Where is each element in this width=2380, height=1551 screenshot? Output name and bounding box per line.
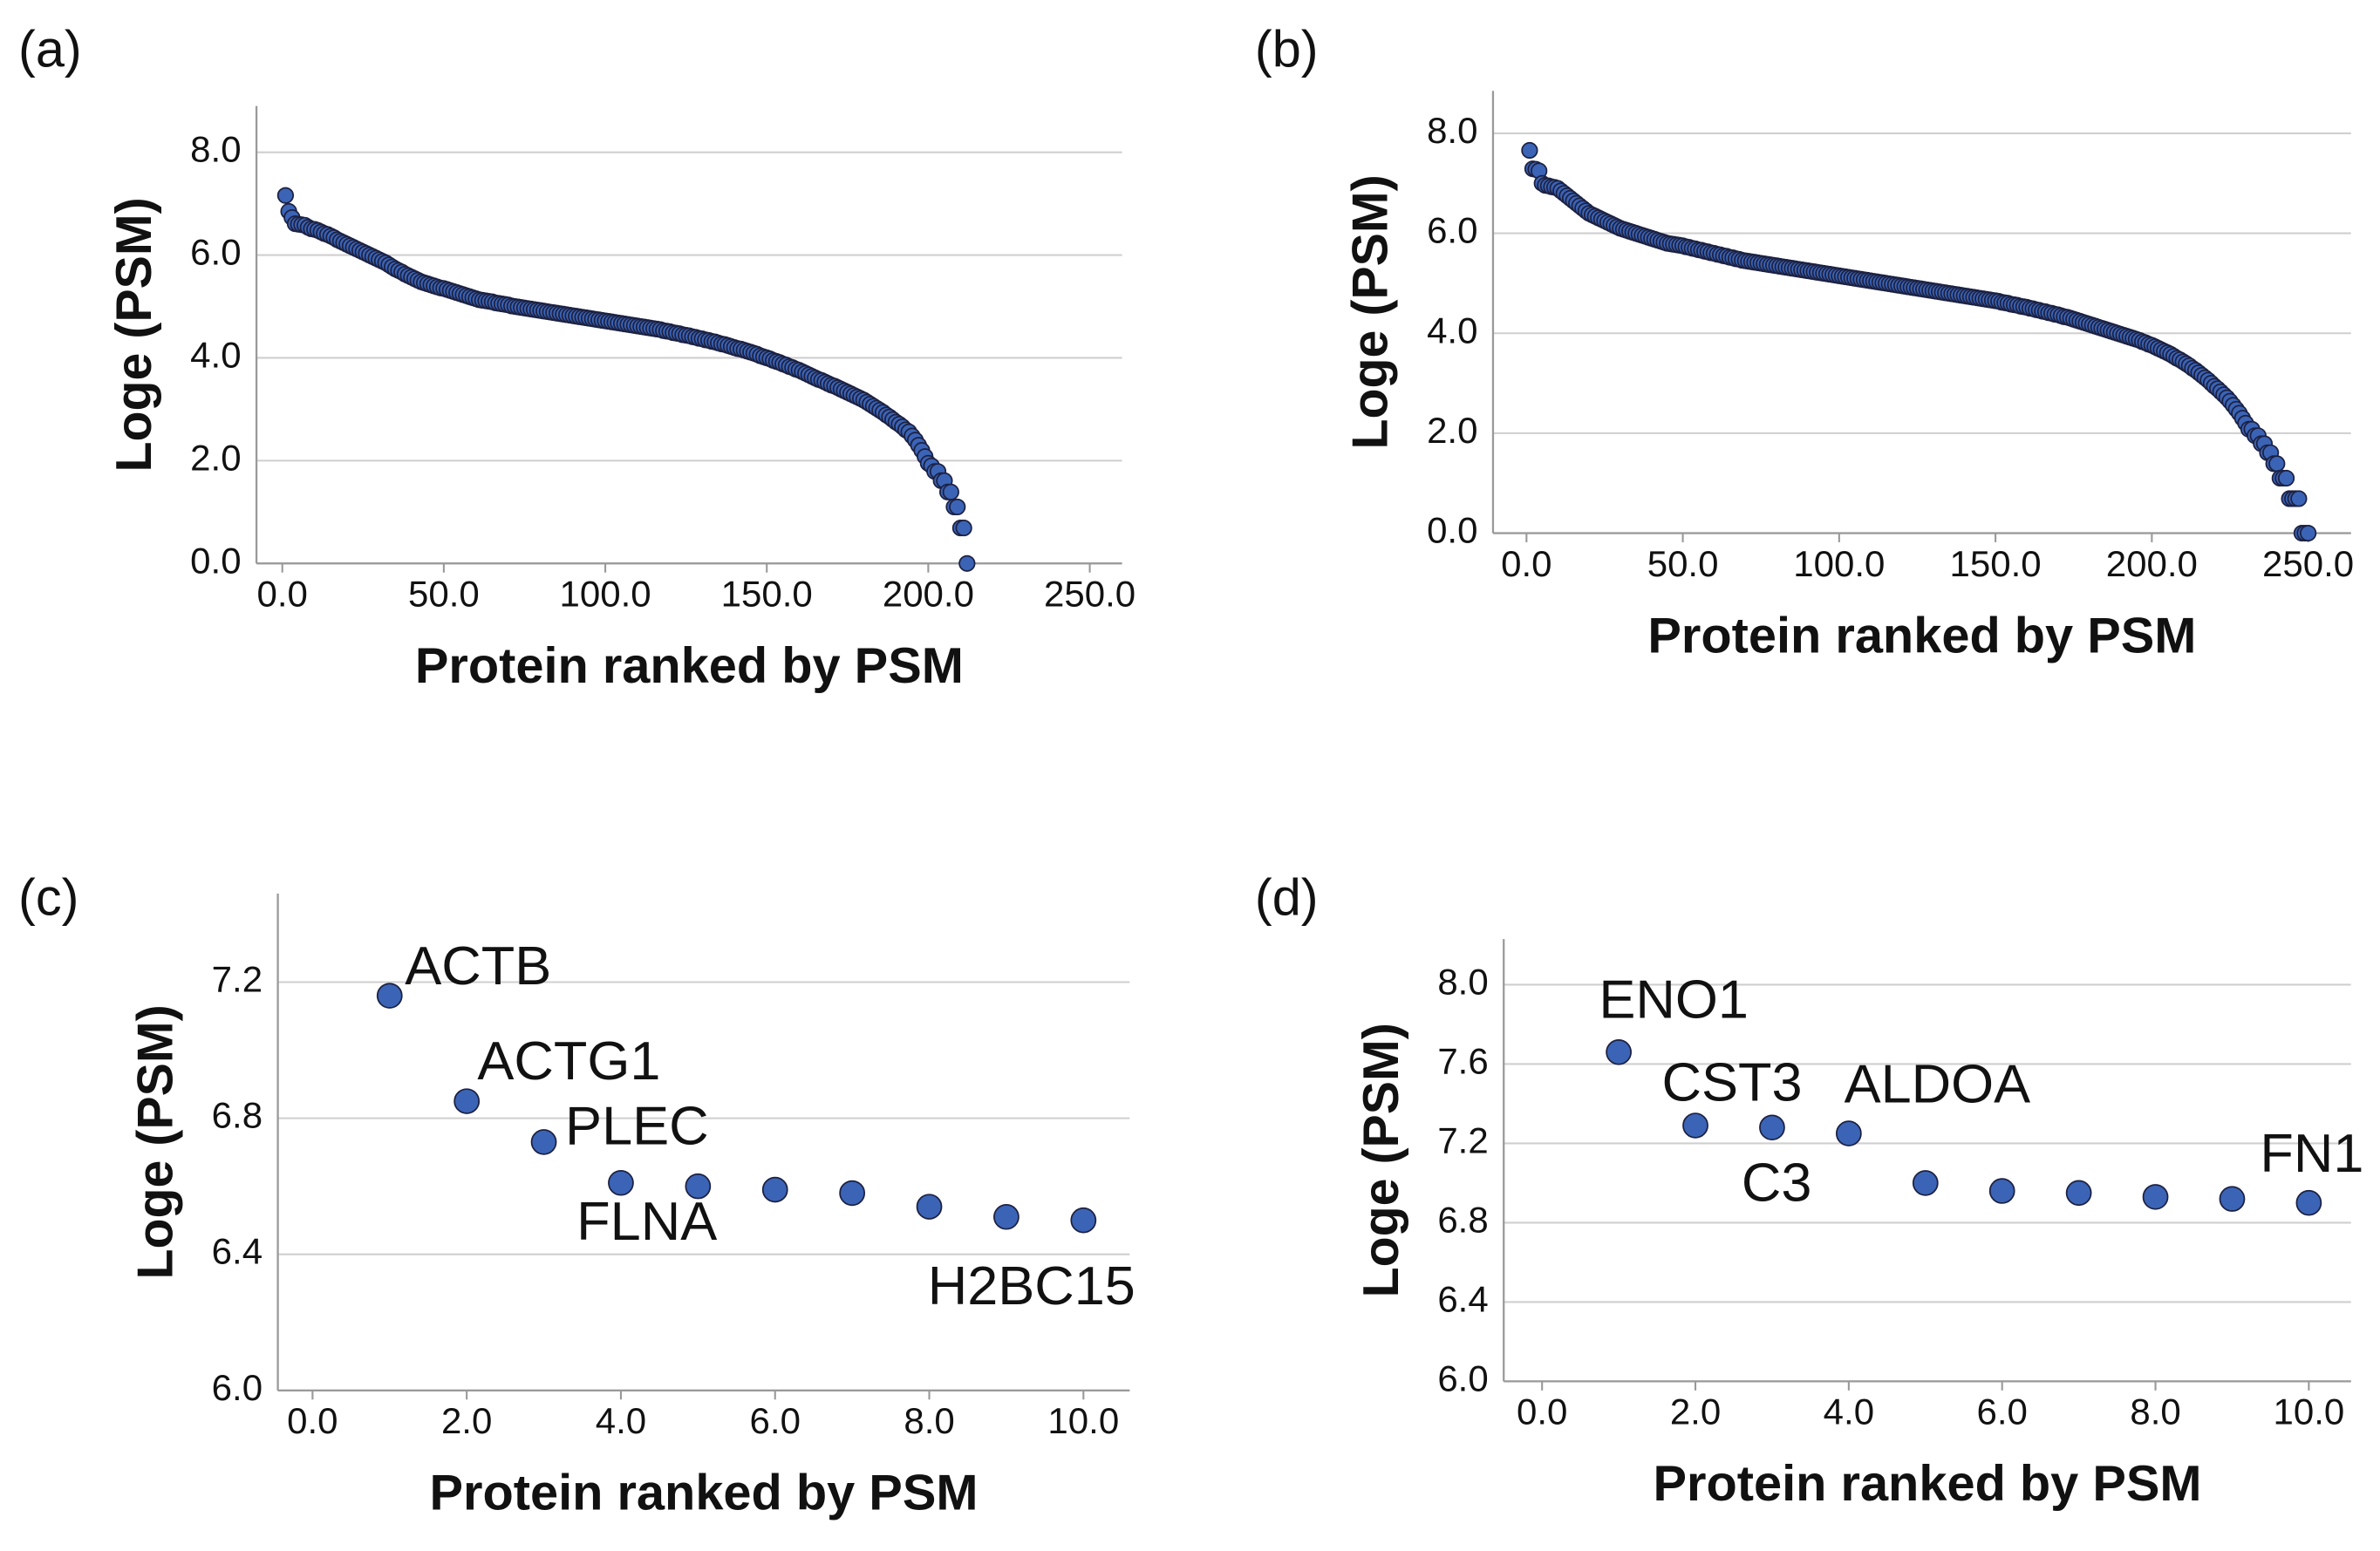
data-point xyxy=(2142,1184,2169,1210)
data-point xyxy=(1912,1170,1939,1196)
x-tick-label: 4.0 xyxy=(1824,1391,1874,1432)
y-tick-label: 8.0 xyxy=(190,129,241,170)
x-tick-label: 4.0 xyxy=(596,1400,646,1441)
panel-label: (a) xyxy=(18,20,82,78)
y-tick-label: 7.6 xyxy=(1437,1041,1488,1082)
data-point xyxy=(685,1173,712,1200)
y-tick-label: 6.0 xyxy=(1427,210,1477,251)
data-point xyxy=(530,1129,557,1155)
x-tick-label: 150.0 xyxy=(1950,543,2042,584)
data-point xyxy=(1988,1178,2015,1204)
x-tick-label: 200.0 xyxy=(2106,543,2198,584)
data-point xyxy=(2065,1180,2092,1207)
data-point xyxy=(1070,1207,1097,1234)
data-point xyxy=(1835,1120,1862,1146)
x-tick-label: 100.0 xyxy=(1793,543,1885,584)
x-tick-label: 250.0 xyxy=(2262,543,2354,584)
point-label: H2BC15 xyxy=(928,1255,1135,1316)
data-point xyxy=(608,1169,634,1196)
x-tick-label: 100.0 xyxy=(559,574,651,615)
y-axis-title: Loge (PSM) xyxy=(1343,174,1399,449)
data-point xyxy=(958,554,976,572)
panel-label: (c) xyxy=(18,867,78,926)
x-axis-title: Protein ranked by PSM xyxy=(415,638,964,694)
x-tick-label: 6.0 xyxy=(750,1400,801,1441)
y-tick-label: 6.4 xyxy=(212,1231,263,1272)
point-label: FN1 xyxy=(2260,1123,2363,1184)
data-point xyxy=(453,1088,481,1114)
y-axis-title: Loge (PSM) xyxy=(106,197,162,472)
panel-label: (b) xyxy=(1255,20,1319,78)
x-tick-label: 250.0 xyxy=(1044,574,1135,615)
y-tick-label: 8.0 xyxy=(1427,110,1477,151)
y-tick-label: 2.0 xyxy=(190,438,241,479)
point-label: ALDOA xyxy=(1845,1054,2031,1115)
y-tick-label: 7.2 xyxy=(1437,1120,1488,1161)
data-point xyxy=(276,187,295,204)
x-tick-label: 0.0 xyxy=(287,1400,338,1441)
x-tick-label: 0.0 xyxy=(1517,1391,1567,1432)
data-point xyxy=(1759,1114,1785,1141)
data-point xyxy=(2290,490,2308,507)
data-point xyxy=(942,483,959,500)
data-point xyxy=(839,1180,866,1207)
point-label: ACTB xyxy=(405,935,551,997)
y-tick-label: 7.2 xyxy=(212,959,263,1000)
y-tick-label: 6.8 xyxy=(1437,1200,1488,1241)
data-point xyxy=(949,498,966,515)
point-label: ACTG1 xyxy=(477,1031,660,1092)
point-label: ENO1 xyxy=(1599,969,1749,1031)
data-point xyxy=(955,520,972,537)
x-axis-title: Protein ranked by PSM xyxy=(1653,1456,2201,1512)
data-point xyxy=(761,1176,788,1203)
data-point xyxy=(2219,1186,2246,1212)
x-tick-label: 0.0 xyxy=(257,574,308,615)
y-tick-label: 6.0 xyxy=(1437,1358,1488,1399)
x-tick-label: 150.0 xyxy=(721,574,813,615)
data-point xyxy=(376,983,403,1009)
y-axis-title: Loge (PSM) xyxy=(127,1004,183,1279)
point-label: C3 xyxy=(1742,1153,1812,1214)
panel-label: (d) xyxy=(1255,867,1319,926)
data-point xyxy=(2277,469,2295,487)
x-tick-label: 200.0 xyxy=(883,574,974,615)
y-tick-label: 6.0 xyxy=(190,232,241,273)
x-tick-label: 6.0 xyxy=(1977,1391,2028,1432)
data-point xyxy=(916,1194,943,1220)
data-point xyxy=(1606,1039,1632,1065)
y-tick-label: 6.4 xyxy=(1437,1279,1488,1320)
x-tick-label: 8.0 xyxy=(2130,1391,2180,1432)
x-tick-label: 50.0 xyxy=(408,574,480,615)
point-label: CST3 xyxy=(1662,1052,1803,1113)
x-tick-label: 0.0 xyxy=(1501,543,1551,584)
x-tick-label: 50.0 xyxy=(1647,543,1719,584)
y-tick-label: 4.0 xyxy=(190,335,241,376)
x-axis-title: Protein ranked by PSM xyxy=(429,1466,978,1521)
y-tick-label: 8.0 xyxy=(1437,962,1488,1003)
data-point xyxy=(2295,1189,2322,1216)
y-tick-label: 0.0 xyxy=(190,540,241,581)
y-tick-label: 6.0 xyxy=(212,1367,263,1408)
point-label: FLNA xyxy=(576,1191,717,1252)
data-point xyxy=(1682,1112,1708,1139)
y-tick-label: 4.0 xyxy=(1427,310,1477,350)
data-point xyxy=(993,1204,1020,1230)
data-point xyxy=(1521,141,1538,160)
y-axis-title: Loge (PSM) xyxy=(1354,1023,1409,1297)
x-axis-title: Protein ranked by PSM xyxy=(1647,608,2196,663)
x-tick-label: 10.0 xyxy=(2274,1391,2345,1432)
x-tick-label: 2.0 xyxy=(441,1400,492,1441)
y-tick-label: 2.0 xyxy=(1427,410,1477,451)
y-tick-label: 0.0 xyxy=(1427,510,1477,551)
x-tick-label: 2.0 xyxy=(1670,1391,1721,1432)
x-tick-label: 8.0 xyxy=(904,1400,954,1441)
data-point xyxy=(2299,524,2317,542)
point-label: PLEC xyxy=(565,1096,709,1157)
x-tick-label: 10.0 xyxy=(1047,1400,1119,1441)
data-point xyxy=(2268,455,2286,473)
y-tick-label: 6.8 xyxy=(212,1095,263,1136)
